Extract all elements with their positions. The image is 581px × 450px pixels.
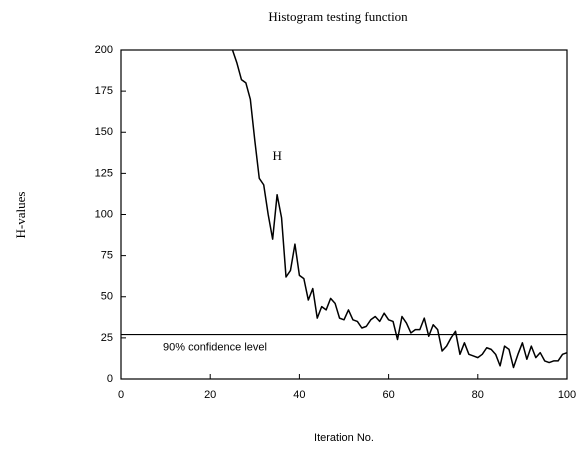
y-tick-label: 50: [101, 291, 113, 303]
x-tick-label: 100: [558, 389, 576, 401]
y-axis-label: H-values: [13, 192, 28, 239]
data-line: [231, 49, 568, 369]
chart-title: Histogram testing function: [268, 9, 408, 24]
plot-frame: [120, 49, 568, 380]
y-tick-label: 100: [95, 208, 113, 220]
y-tick-label: 175: [95, 85, 113, 97]
y-tick-label: 0: [107, 373, 113, 385]
y-tick-label: 200: [95, 44, 113, 56]
x-axis-label: Iteration No.: [314, 432, 374, 444]
y-tick-label: 75: [101, 250, 113, 262]
y-tick-label: 150: [95, 126, 113, 138]
x-tick-label: 40: [293, 389, 305, 401]
x-tick-label: 80: [472, 389, 484, 401]
series-label: H: [273, 148, 282, 163]
x-tick-label: 0: [118, 389, 124, 401]
y-tick-label: 25: [101, 332, 113, 344]
y-tick-label: 125: [95, 167, 113, 179]
x-tick-label: 60: [382, 389, 394, 401]
x-tick-label: 20: [204, 389, 216, 401]
reference-label: 90% confidence level: [163, 341, 267, 353]
